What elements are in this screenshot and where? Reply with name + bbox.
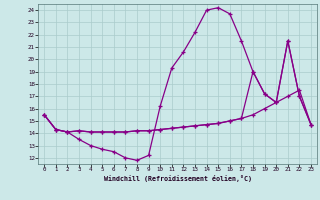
X-axis label: Windchill (Refroidissement éolien,°C): Windchill (Refroidissement éolien,°C) [104, 175, 252, 182]
